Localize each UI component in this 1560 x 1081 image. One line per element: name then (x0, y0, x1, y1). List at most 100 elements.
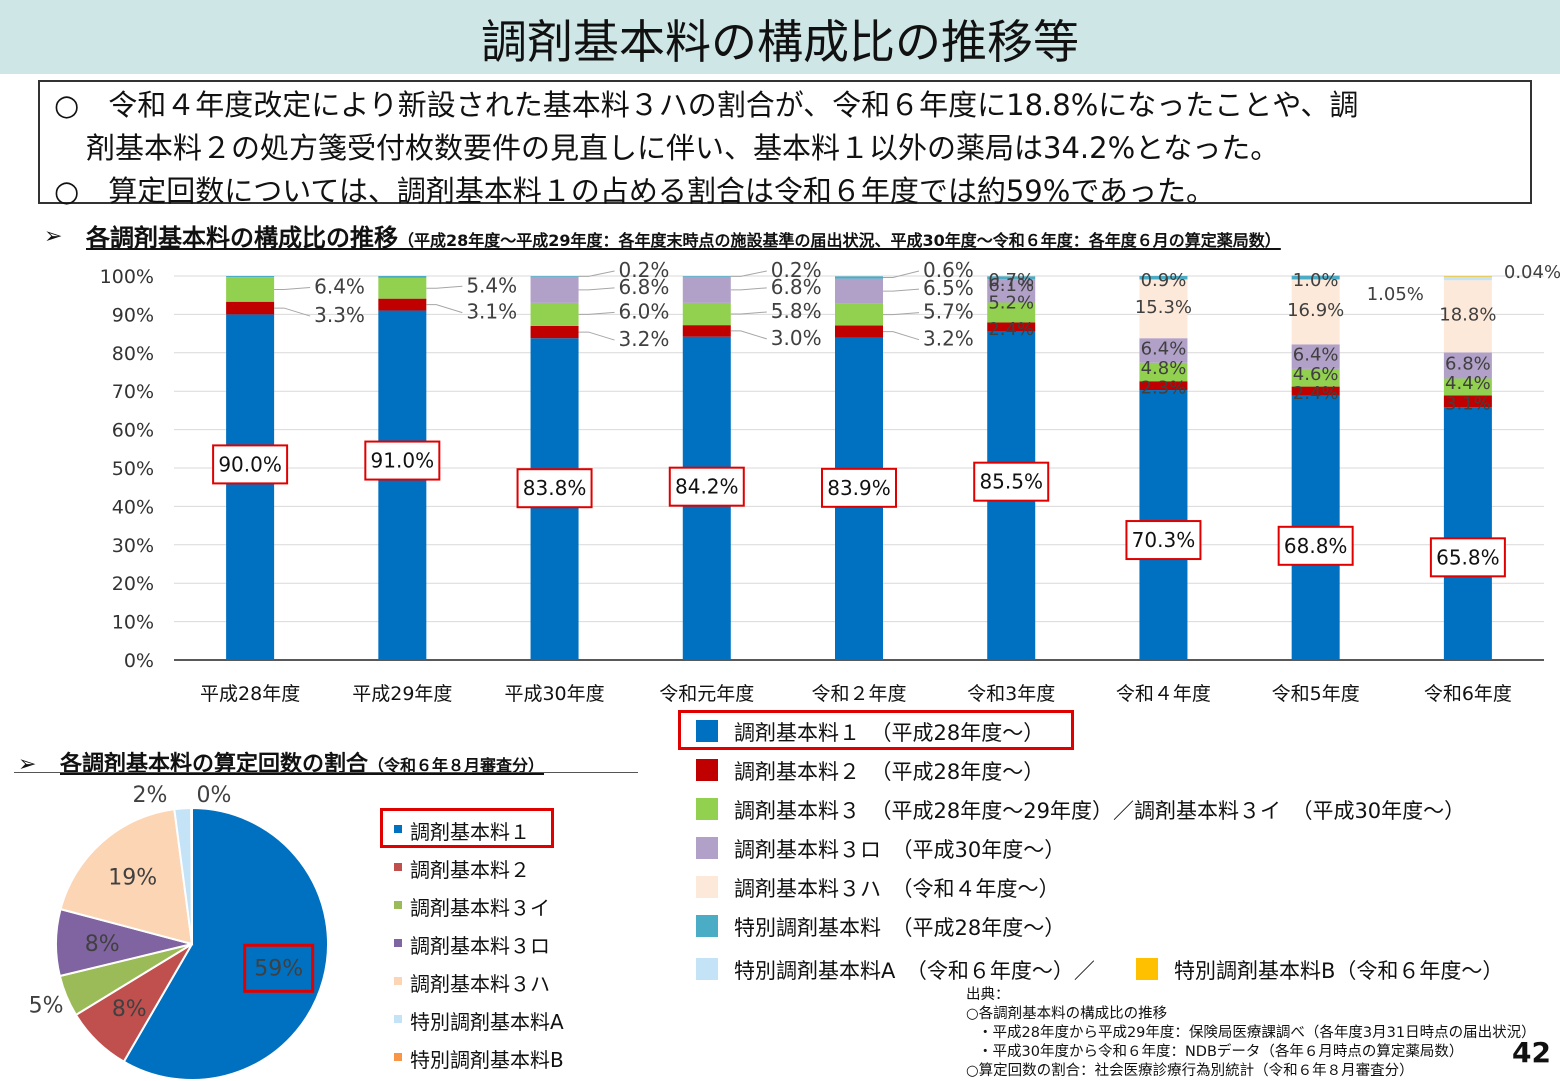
legend-swatch (394, 863, 402, 871)
pie-slice (59, 808, 194, 946)
arrow-bullet-icon: ➢ (44, 224, 63, 249)
source-note: 出典： ○各調剤基本料の構成比の推移 ・平成28年度から平成29年度：保険局医療… (966, 986, 1536, 1081)
data-label: 6.5% (923, 276, 974, 300)
value-box (973, 461, 1050, 502)
bar-segment (226, 276, 275, 278)
highlight-frame (380, 808, 554, 848)
highlight-frame (243, 943, 315, 993)
bar-segment (1443, 395, 1492, 408)
legend-swatch (394, 1053, 402, 1061)
bar-segment (1139, 362, 1188, 382)
data-label: 6.4% (314, 274, 365, 298)
bar-segment (226, 301, 275, 315)
x-tick-label: 平成28年度 (200, 683, 300, 705)
source-line: ○各調剤基本料の構成比の推移 (966, 1006, 1168, 1022)
slice-label: 2% (133, 783, 168, 808)
data-label: 65.8% (1436, 545, 1500, 569)
legend-swatch (394, 825, 402, 833)
value-box (212, 444, 289, 485)
data-label: 6.8% (619, 275, 670, 299)
y-tick-label: 100% (100, 266, 154, 288)
data-label: 2.4% (988, 319, 1034, 340)
leader-line (426, 304, 463, 314)
data-label: 91.0% (371, 449, 435, 473)
data-label: 5.8% (771, 299, 822, 323)
source-line: ・平成30年度から令和６年度：NDBデータ（各年６月時点の算定薬局数） (978, 1044, 1464, 1060)
section-note: （平成28年度～平成29年度：各年度末時点の施設基準の届出状況、平成30年度～令… (398, 231, 1281, 250)
leader-line (274, 307, 311, 317)
bar-segment (1139, 381, 1188, 391)
x-tick-label: 令和２年度 (811, 683, 906, 705)
bar-segment (1443, 276, 1492, 281)
value-box (516, 468, 593, 509)
data-label: 18.8% (1439, 304, 1496, 325)
data-label: 0.9% (1141, 270, 1187, 291)
y-tick-label: 70% (112, 381, 154, 403)
summary-line-1: ○ 令和４年度改定により新設された基本料３ハの割合が、令和６年度に18.8%にな… (54, 88, 1359, 122)
source-line: ・平成28年度から平成29年度：保険局医療課調べ（各年度3月31日時点の届出状況… (978, 1025, 1536, 1041)
title-bar: 調剤基本料の構成比の推移等 (0, 0, 1560, 74)
page-title: 調剤基本料の構成比の推移等 (481, 15, 1079, 69)
page-number: 42 (1512, 1036, 1551, 1069)
data-label: 70.3% (1132, 528, 1196, 552)
data-label: 4.4% (1445, 373, 1491, 394)
section-heading-pie: 各調剤基本料の算定回数の割合（令和６年８月審査分） (60, 746, 544, 778)
bar-segment (835, 278, 883, 304)
data-label: 6.8% (771, 275, 822, 299)
bar-segment (1291, 275, 1340, 280)
bar-segment (682, 302, 731, 326)
bar-chart-legend: 調剤基本料１ （平成28年度～） 調剤基本料２ （平成28年度～） 調剤基本料３… (678, 710, 1548, 983)
bar-segment (530, 302, 579, 326)
legend-swatch (394, 939, 402, 947)
bar-segment (1443, 407, 1492, 660)
bar-segment (226, 277, 275, 302)
x-tick-label: 平成29年度 (352, 683, 452, 705)
data-label: 3.0% (771, 326, 822, 350)
bar-segment (378, 276, 427, 278)
bar-segment (530, 276, 579, 303)
legend-swatch (394, 901, 402, 909)
section-title: 各調剤基本料の算定回数の割合 (60, 752, 369, 777)
data-label: 15.3% (1135, 297, 1192, 318)
data-label: 0.6% (923, 258, 974, 282)
data-label: 6.4% (1293, 345, 1339, 366)
data-label: 0.2% (619, 258, 670, 282)
leader-line (730, 287, 767, 291)
pie-slice (190, 806, 193, 945)
y-tick-label: 0% (124, 650, 154, 672)
value-box (364, 440, 441, 481)
x-tick-label: 平成30年度 (504, 683, 604, 705)
data-label: 0.2% (771, 258, 822, 282)
leader-line (426, 285, 463, 289)
slice-label: 8% (85, 932, 120, 957)
data-label: 5.7% (923, 300, 974, 324)
slice-label: 5% (29, 994, 64, 1019)
bar-segment (530, 276, 579, 277)
data-label: 6.4% (1141, 338, 1187, 359)
slice-label: 8% (112, 997, 147, 1022)
data-label: 3.1% (466, 300, 517, 324)
data-label: 4.8% (1141, 358, 1187, 379)
value-box (1125, 520, 1202, 561)
section-divider (14, 772, 638, 773)
source-line: ○算定回数の割合：社会医療診療行為別統計（令和６年８月審査分） (966, 1063, 1414, 1079)
bar-segment (835, 276, 883, 279)
bar-segment (378, 298, 427, 311)
data-label: 6.8% (1445, 353, 1491, 374)
value-box (1277, 525, 1354, 566)
bar-segment (530, 325, 579, 339)
leader-line (578, 270, 615, 277)
bar-segment (987, 322, 1036, 332)
x-tick-label: 令和４年度 (1116, 683, 1211, 705)
bar-segment (378, 277, 427, 299)
bar-segment (835, 325, 883, 338)
data-label: 2.3% (1141, 378, 1187, 399)
leader-line (578, 311, 615, 315)
data-label: 3.2% (619, 327, 670, 351)
data-label: 0.04% (1504, 262, 1560, 283)
leader-line (883, 312, 920, 316)
data-label: 90.0% (218, 452, 282, 476)
legend-swatch (696, 837, 718, 859)
bar-segment (226, 314, 275, 660)
highlight-frame (678, 710, 1074, 750)
